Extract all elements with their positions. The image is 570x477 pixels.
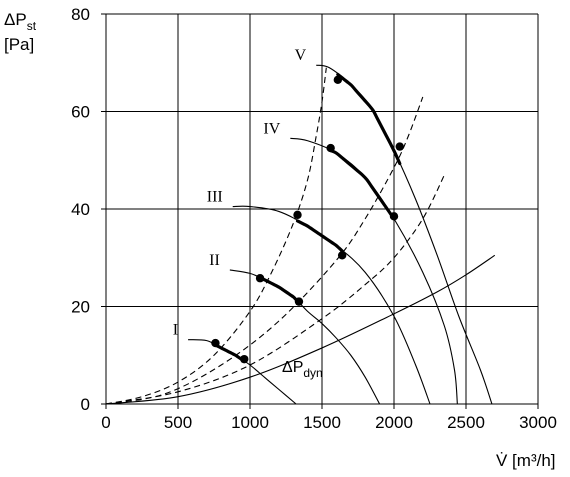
operating-point-marker <box>395 142 404 151</box>
x-tick-label: 500 <box>164 413 192 432</box>
y-tick-label: 80 <box>71 5 90 24</box>
fan-curve-operating-range <box>258 276 301 305</box>
fan-curve-operating-range <box>295 219 344 253</box>
grid-lines <box>101 13 539 409</box>
operating-point-marker <box>211 338 220 348</box>
fan-curve-operating-range <box>213 343 246 363</box>
operating-point-marker <box>389 212 399 221</box>
system-curve-2 <box>105 96 424 405</box>
fan-curve-line <box>232 205 431 405</box>
system-curve-1 <box>105 67 327 405</box>
operating-point-marker <box>293 210 302 220</box>
fan-curve-line <box>229 269 381 405</box>
x-tick-label: 1500 <box>303 413 341 432</box>
operating-point-marker <box>294 297 304 306</box>
fan-curve-operating-range <box>336 72 402 166</box>
fan-curve-label-III: III <box>207 189 223 206</box>
fan-curve-IV <box>290 137 458 405</box>
y-tick-label: 20 <box>71 298 90 317</box>
y-axis-title-subscript: st <box>27 19 37 33</box>
y-axis-title-main: ΔP <box>4 10 27 29</box>
fan-curve-line <box>290 137 458 405</box>
dynamic-pressure-curve <box>105 254 496 405</box>
operating-point-marker <box>326 143 335 153</box>
fan-curve-III <box>232 205 431 405</box>
y-tick-label: 60 <box>71 103 90 122</box>
fan-curve-operating-range <box>329 148 396 221</box>
y-axis-title-unit: [Pa] <box>4 35 34 54</box>
x-tick-label: 3000 <box>519 413 557 432</box>
fan-curve-II <box>229 269 381 405</box>
fan-curve-line <box>188 339 297 405</box>
y-axis-title: ΔPst <box>4 10 37 33</box>
operating-point-marker <box>255 274 265 283</box>
tick-labels: 0 500 1000 1500 2000 2500 3000 0 20 40 60 80 <box>71 5 557 432</box>
operating-point-marker <box>333 75 343 85</box>
x-tick-label: 0 <box>101 413 110 432</box>
operating-point-marker <box>240 354 249 364</box>
system-curve-3 <box>105 174 445 405</box>
y-tick-label: 0 <box>81 395 90 414</box>
fan-curve-label-II: II <box>209 252 220 269</box>
dyn-label-main: ΔP <box>282 359 303 376</box>
fan-curve-label-V: V <box>295 47 307 64</box>
fan-curve-label-IV: IV <box>263 120 280 137</box>
x-axis-title: V̇ [m³/h] <box>496 451 556 470</box>
fan-curves <box>188 64 493 405</box>
dyn-label-subscript: dyn <box>303 366 322 380</box>
y-tick-label: 40 <box>71 200 90 219</box>
dyn-curve-label: ΔPdyn <box>282 359 323 380</box>
operating-point-marker <box>337 251 347 260</box>
dyn-curve-line <box>105 254 496 405</box>
fan-curve-V <box>316 64 493 405</box>
fan-curve-label-I: I <box>173 322 178 339</box>
x-tick-label: 1000 <box>231 413 269 432</box>
x-tick-label: 2000 <box>375 413 413 432</box>
x-tick-label: 2500 <box>447 413 485 432</box>
fan-curve-I <box>188 338 297 405</box>
